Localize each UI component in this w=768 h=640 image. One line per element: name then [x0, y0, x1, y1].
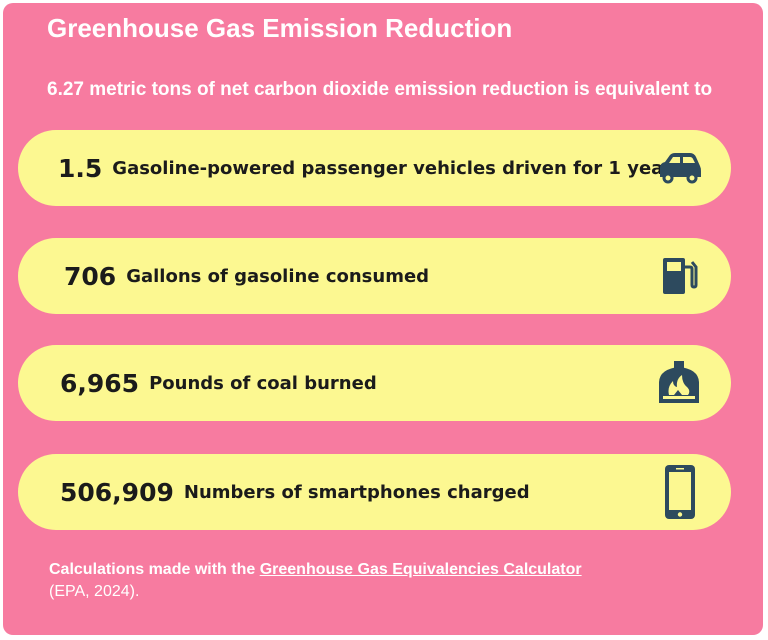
vehicles-value: 1.5 [58, 153, 103, 183]
footer-note: Calculations made with the Greenhouse Ga… [49, 559, 749, 603]
smartphones-label: Numbers of smartphones charged [183, 481, 530, 503]
gasoline-value: 706 [64, 261, 117, 291]
car-icon [654, 130, 704, 206]
smartphone-icon [658, 454, 702, 530]
equivalency-card-coal: 6,965 Pounds of coal burned [18, 345, 731, 421]
coal-value: 6,965 [60, 368, 140, 398]
gasoline-label: Gallons of gasoline consumed [126, 265, 430, 287]
fuel-pump-icon [654, 238, 704, 314]
vehicles-label: Gasoline-powered passenger vehicles driv… [112, 157, 673, 179]
equivalency-card-smartphones: 506,909 Numbers of smartphones charged [18, 454, 731, 530]
footer-citation: (EPA, 2024). [49, 583, 140, 600]
calculator-link[interactable]: Greenhouse Gas Equivalencies Calculator [259, 561, 582, 578]
panel-subtitle: 6.27 metric tons of net carbon dioxide e… [47, 79, 713, 100]
coal-label: Pounds of coal burned [149, 372, 377, 394]
equivalency-card-gasoline: 706 Gallons of gasoline consumed [18, 238, 731, 314]
equivalency-card-vehicles: 1.5 Gasoline-powered passenger vehicles … [18, 130, 731, 206]
equivalency-panel: Greenhouse Gas Emission Reduction 6.27 m… [3, 3, 763, 635]
smartphones-value: 506,909 [60, 477, 174, 507]
panel-title: Greenhouse Gas Emission Reduction [47, 13, 513, 43]
coal-fire-icon [652, 345, 706, 421]
footer-prefix: Calculations made with the [49, 561, 260, 578]
